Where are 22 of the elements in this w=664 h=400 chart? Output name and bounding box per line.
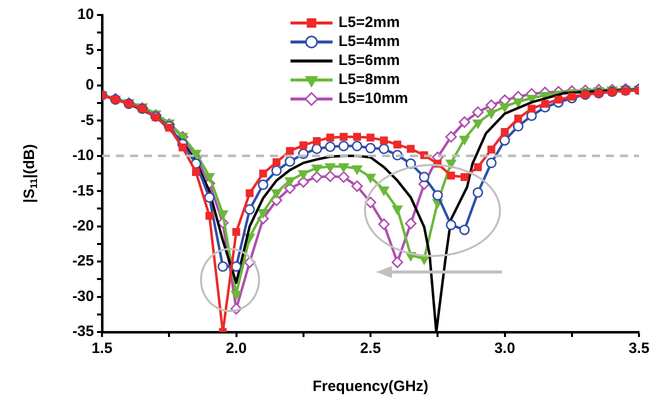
x-tick-label: 2.0 (226, 340, 247, 358)
y-tick-label: -20 (72, 217, 94, 234)
legend-label: L5=2mm (338, 14, 400, 32)
y-tick-label: -25 (72, 252, 94, 270)
x-tick-label: 1.5 (92, 340, 112, 358)
x-tick-label: 2.5 (360, 340, 381, 358)
legend-label: L5=8mm (338, 71, 400, 88)
legend-label: L5=10mm (338, 90, 408, 108)
y-tick-label: -35 (72, 323, 94, 340)
x-axis-title: Frequency(GHz) (312, 378, 428, 396)
legend-label: L5=4mm (338, 33, 400, 50)
y-tick-label: 0 (86, 76, 94, 94)
x-tick-label: 3.0 (494, 340, 516, 358)
y-tick-label: 5 (86, 41, 94, 58)
y-axis-title: |S11|(dB) (21, 144, 40, 203)
y-tick-label: 10 (77, 6, 94, 24)
legend-label: L5=6mm (338, 52, 400, 70)
y-tick-label: -10 (72, 147, 94, 164)
y-tick-label: -30 (72, 288, 94, 305)
x-tick-label: 3.5 (628, 340, 650, 358)
y-tick-label: -5 (80, 112, 94, 129)
y-tick-label: -15 (72, 182, 94, 200)
